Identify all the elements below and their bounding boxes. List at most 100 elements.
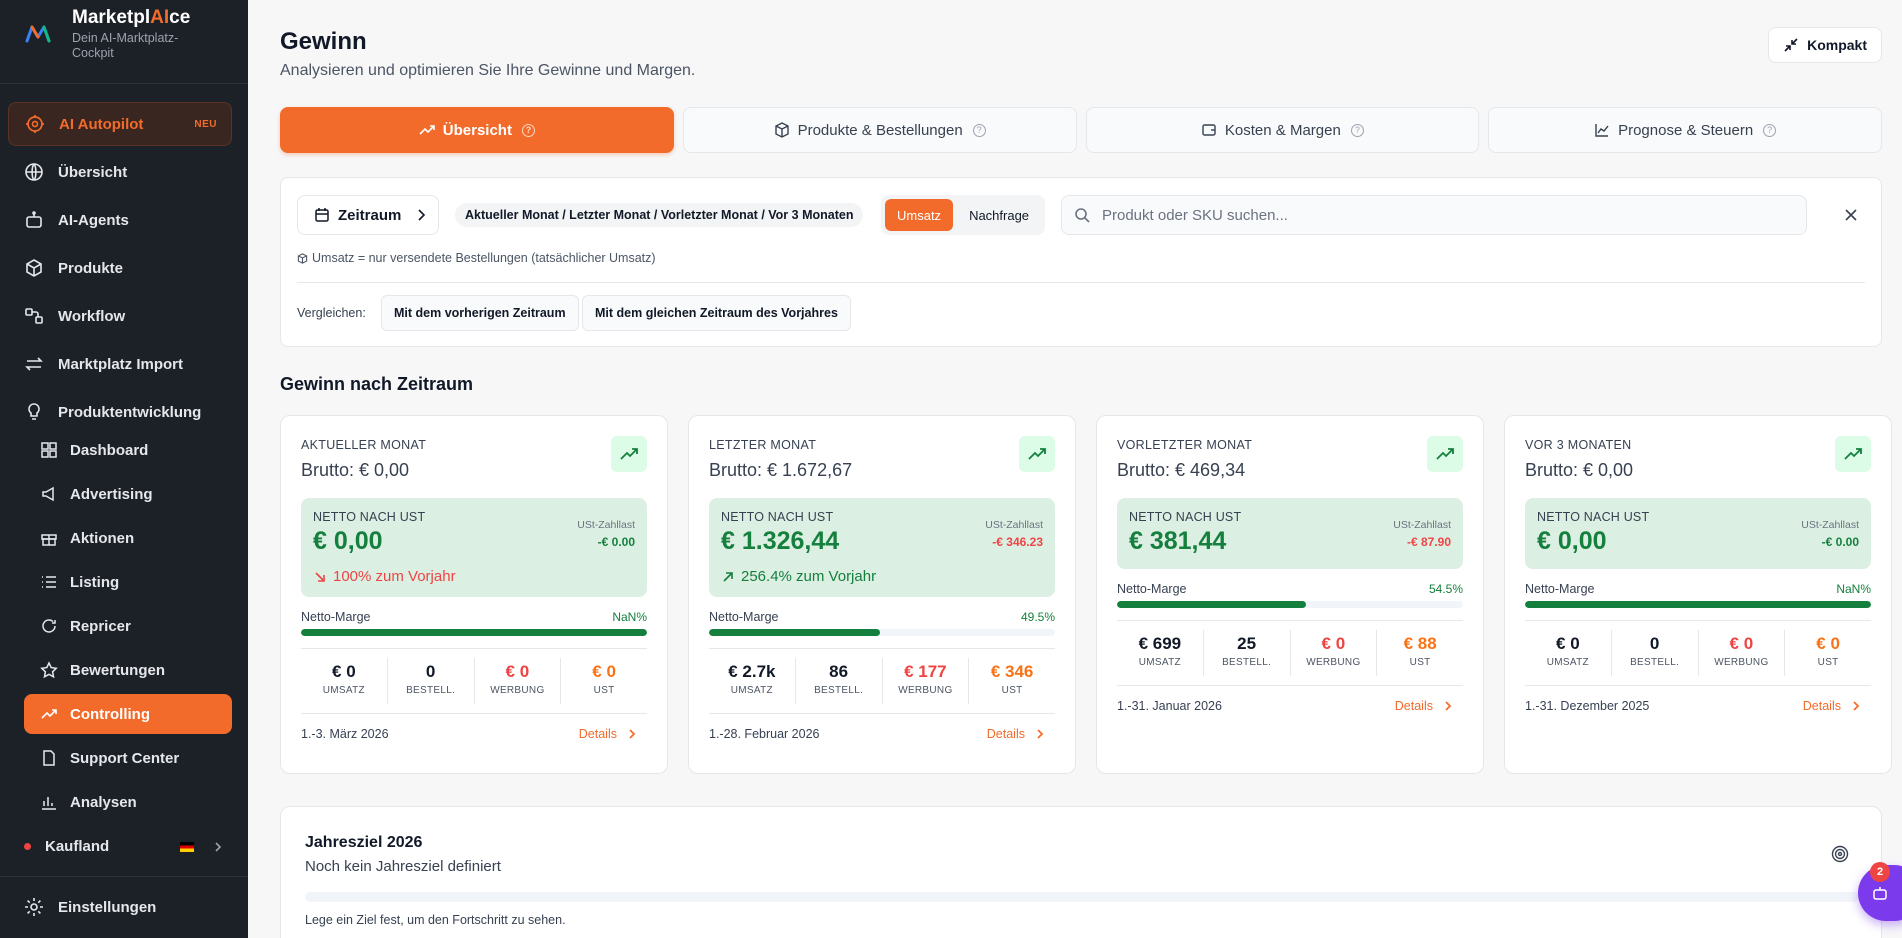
refresh-icon: [40, 617, 58, 635]
sidebar-item-label: Dashboard: [70, 441, 149, 459]
close-icon: [1845, 209, 1857, 221]
status-dot: [24, 843, 31, 850]
compare-year-button[interactable]: Mit dem gleichen Zeitraum des Vorjahres: [582, 295, 851, 331]
sidebar-item-dashboard[interactable]: Dashboard: [24, 430, 232, 470]
divider: [301, 713, 647, 714]
marge-bar-fill: [709, 629, 881, 636]
sidebar-item-produkte[interactable]: Produkte: [8, 246, 232, 290]
profit-card: AKTUELLER MONAT Brutto: € 0,00 NETTO NAC…: [280, 415, 668, 774]
stat-werbung: € 0 WERBUNG: [1699, 630, 1786, 676]
card-stats: € 2.7k UMSATZ 86 BESTELL. € 177 WERBUNG € 3…: [709, 658, 1055, 704]
stat-label: BESTELL.: [1630, 657, 1680, 668]
divider: [1117, 685, 1463, 686]
divider: [1525, 620, 1871, 621]
stat-label: UMSATZ: [322, 685, 365, 696]
marge-bar: [301, 629, 647, 636]
note-text: Umsatz = nur versendete Bestellungen (ta…: [312, 251, 656, 265]
period-chip[interactable]: Aktueller Monat / Letzter Monat / Vorlet…: [455, 203, 864, 227]
compare-previous-button[interactable]: Mit dem vorherigen Zeitraum: [381, 295, 579, 331]
box-icon: [774, 122, 790, 138]
ust-value: -€ 346.23: [992, 535, 1043, 549]
robot-icon: [24, 210, 44, 230]
details-link[interactable]: Details: [987, 727, 1047, 741]
sidebar-item-ai-autopilot[interactable]: AI Autopilot NEU: [8, 102, 232, 146]
goal-hint: Lege ein Ziel fest, um den Fortschritt z…: [305, 913, 566, 927]
grid-icon: [40, 441, 58, 459]
sidebar-item-support-center[interactable]: Support Center: [24, 738, 232, 778]
goal-subtitle: Noch kein Jahresziel definiert: [305, 858, 501, 875]
marge-value: 54.5%: [1428, 582, 1463, 596]
sidebar-item-aktionen[interactable]: Aktionen: [24, 518, 232, 558]
mode-nachfrage-button[interactable]: Nachfrage: [969, 207, 1030, 223]
kompakt-button[interactable]: Kompakt: [1768, 27, 1882, 63]
sidebar-item-ai-agents[interactable]: AI-Agents: [8, 198, 232, 242]
trend-up-icon: [1427, 436, 1463, 472]
stat-ust: € 0 UST: [1785, 630, 1871, 676]
sidebar-item-workflow[interactable]: Workflow: [8, 294, 232, 338]
sidebar-item-label: Controlling: [70, 705, 150, 723]
sidebar-item-listing[interactable]: Listing: [24, 562, 232, 602]
marketplace-selector[interactable]: Kaufland: [24, 838, 224, 855]
stat-value: 25: [1237, 634, 1257, 653]
arrow-down-right-icon: [313, 570, 333, 584]
help-icon: ?: [972, 123, 986, 137]
card-brutto: Brutto: € 0,00: [1525, 460, 1634, 480]
tab-produkte-bestellungen[interactable]: Produkte & Bestellungen ?: [682, 107, 1077, 153]
zeitraum-label: Zeitraum: [338, 206, 402, 224]
sidebar-item-bewertungen[interactable]: Bewertungen: [24, 650, 232, 690]
netto-box: NETTO NACH UST € 0,00 USt-Zahllast -€ 0.…: [301, 498, 647, 597]
sidebar-item-uebersicht[interactable]: Übersicht: [8, 150, 232, 194]
sidebar-item-label: Marktplatz Import: [58, 355, 184, 373]
clear-filter-button[interactable]: [1841, 205, 1861, 225]
tab-kosten-margen[interactable]: Kosten & Margen ?: [1085, 107, 1480, 153]
calendar-icon: [315, 208, 329, 222]
zeitraum-button[interactable]: Zeitraum: [297, 195, 439, 235]
details-label: Details: [1802, 699, 1841, 713]
details-link[interactable]: Details: [1395, 699, 1455, 713]
sidebar-item-analysen[interactable]: Analysen: [24, 782, 232, 822]
sidebar-item-advertising[interactable]: Advertising: [24, 474, 232, 514]
globe-icon: [24, 162, 44, 182]
card-date-range: 1.-31. Dezember 2025: [1525, 699, 1650, 713]
notification-badge: 2: [1870, 862, 1890, 882]
ust-value: -€ 87.90: [1406, 535, 1451, 549]
tab-bar: Übersicht ? Produkte & Bestellungen ? Ko…: [280, 107, 1882, 153]
sidebar-item-einstellungen[interactable]: Einstellungen: [8, 885, 232, 929]
chevron-right-icon: [215, 841, 222, 852]
sidebar-item-repricer[interactable]: Repricer: [24, 606, 232, 646]
details-link[interactable]: Details: [1803, 699, 1863, 713]
brand-subtitle: Dein AI-Marktplatz-Cockpit: [72, 31, 179, 60]
umsatz-note: Umsatz = nur versendete Bestellungen (ta…: [297, 251, 656, 265]
tab-uebersicht[interactable]: Übersicht ?: [280, 107, 674, 153]
card-period-label: AKTUELLER MONAT: [301, 438, 427, 452]
sidebar-item-label: Übersicht: [58, 163, 128, 181]
details-label: Details: [986, 727, 1025, 741]
main-content: Gewinn Analysieren und optimieren Sie Ih…: [248, 0, 1902, 938]
sidebar: MarketplAIce Dein AI-Marktplatz-Cockpit …: [0, 0, 248, 938]
sidebar-item-label: Analysen: [70, 793, 137, 811]
sidebar-item-label: Workflow: [58, 307, 126, 325]
stat-label: UST: [1817, 657, 1839, 668]
stat-label: WERBUNG: [898, 685, 953, 696]
sidebar-item-controlling[interactable]: Controlling: [24, 694, 232, 734]
sidebar-item-marktplatz-import[interactable]: Marktplatz Import: [8, 342, 232, 386]
stat-ust: € 0 UST: [561, 658, 647, 704]
tab-prognose-steuern[interactable]: Prognose & Steuern ?: [1488, 107, 1882, 153]
details-link[interactable]: Details: [579, 727, 639, 741]
profit-card: VORLETZTER MONAT Brutto: € 469,34 NETTO …: [1096, 415, 1484, 774]
chevron-right-icon: [1445, 701, 1452, 711]
sidebar-item-produktentwicklung[interactable]: Produktentwicklung: [8, 390, 232, 434]
mode-umsatz-button[interactable]: Umsatz: [885, 199, 954, 231]
search-input[interactable]: [1102, 206, 1782, 224]
marge-label: Netto-Marge: [301, 610, 371, 624]
card-stats: € 699 UMSATZ 25 BESTELL. € 0 WERBUNG € 88 US…: [1117, 630, 1463, 676]
divider: [0, 876, 248, 877]
netto-label: NETTO NACH UST: [1537, 510, 1650, 524]
compare-label: Vergleichen:: [297, 306, 366, 320]
card-date-range: 1.-28. Februar 2026: [709, 727, 820, 741]
target-icon[interactable]: [1831, 845, 1849, 863]
card-stats: € 0 UMSATZ 0 BESTELL. € 0 WERBUNG € 0 UST: [1525, 630, 1871, 676]
target-icon: [25, 114, 45, 134]
brand[interactable]: MarketplAIce Dein AI-Marktplatz-Cockpit: [0, 0, 248, 84]
page-title: Gewinn: [280, 28, 367, 55]
